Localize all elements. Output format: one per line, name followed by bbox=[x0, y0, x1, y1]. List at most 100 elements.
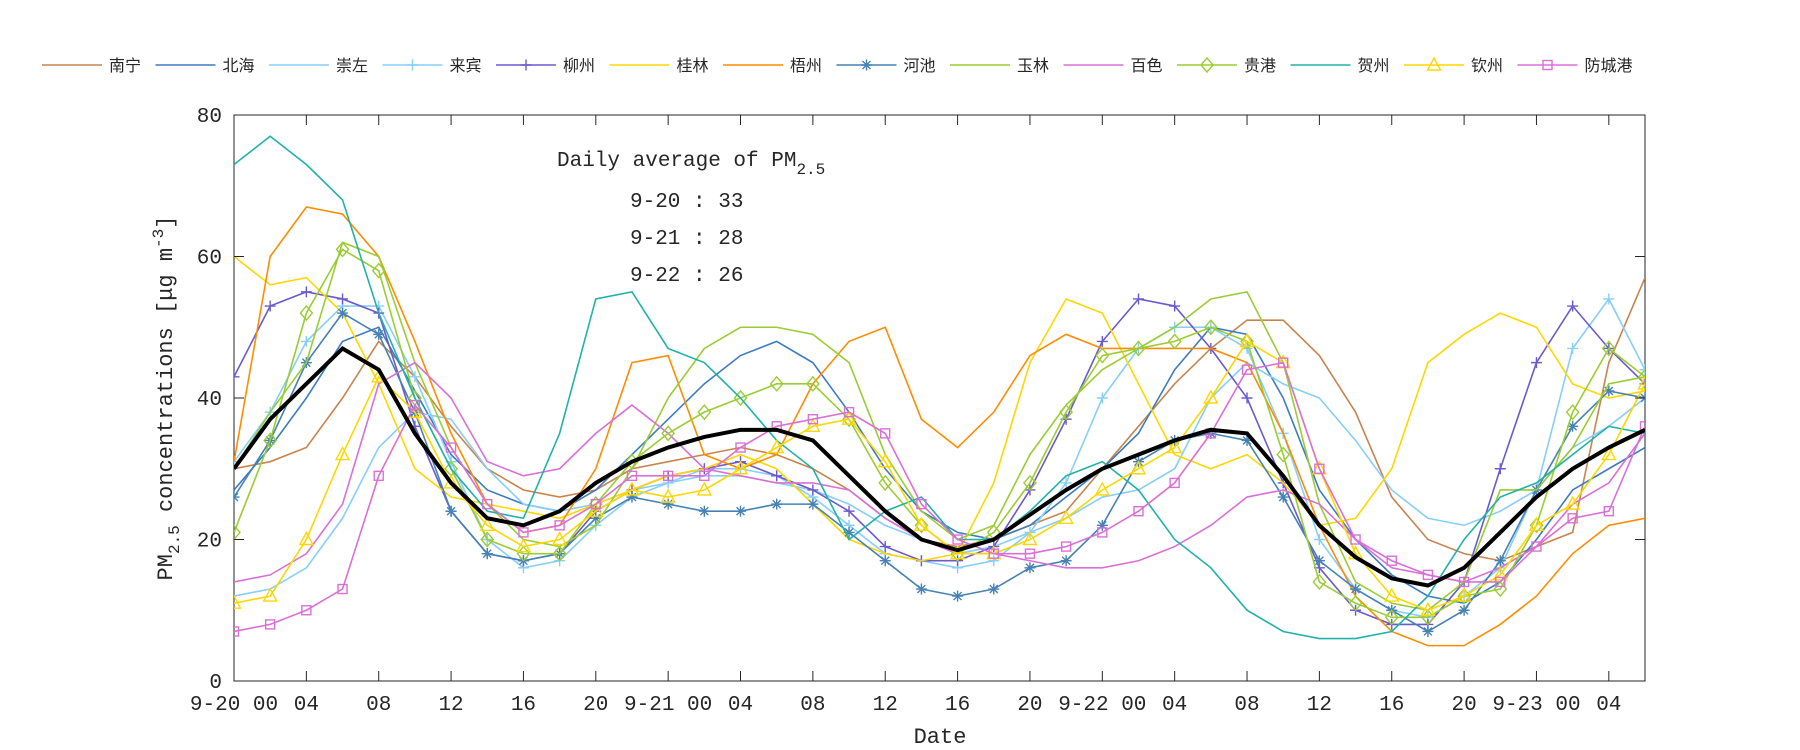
legend-label: 防城港 bbox=[1585, 56, 1633, 75]
marker-star bbox=[1313, 555, 1325, 567]
legend-label: 百色 bbox=[1131, 56, 1163, 75]
marker-triangle bbox=[1384, 587, 1400, 602]
y-tick-label: 40 bbox=[197, 389, 222, 412]
marker-diamond bbox=[552, 545, 567, 562]
marker-triangle bbox=[1166, 439, 1183, 454]
marker-plus bbox=[1639, 364, 1645, 376]
x-tick-label: 12 bbox=[438, 694, 463, 717]
y-label-part: concentrations [μg m bbox=[154, 248, 179, 525]
marker-square bbox=[880, 428, 891, 439]
x-tick-label: 04 bbox=[1162, 694, 1187, 717]
annotation-title-text: Daily average of PM bbox=[557, 150, 796, 173]
marker-diamond bbox=[335, 241, 350, 258]
marker-diamond bbox=[1095, 347, 1110, 364]
marker-plus bbox=[300, 335, 312, 347]
x-tick-label: 04 bbox=[294, 694, 319, 717]
marker-plus bbox=[1313, 534, 1325, 545]
marker-square bbox=[264, 619, 276, 630]
marker-square bbox=[952, 534, 963, 545]
marker-diamond bbox=[1601, 340, 1616, 357]
marker-diamond bbox=[914, 517, 929, 534]
y-tick-label: 80 bbox=[197, 106, 222, 129]
marker-star bbox=[662, 498, 674, 510]
legend-label: 河池 bbox=[904, 56, 936, 75]
marker-square bbox=[590, 498, 601, 510]
marker-square bbox=[1278, 357, 1289, 368]
marker-diamond bbox=[1131, 340, 1146, 357]
x-tick-label: 12 bbox=[873, 694, 898, 717]
marker-triangle bbox=[298, 531, 315, 546]
marker-star bbox=[626, 491, 638, 503]
legend-label: 桂林 bbox=[677, 56, 709, 75]
marker-plus bbox=[1169, 300, 1181, 312]
legend-label: 柳州 bbox=[563, 56, 595, 75]
legend-entry: 百色 bbox=[1063, 56, 1163, 75]
x-tick-label: 04 bbox=[1596, 694, 1621, 717]
marker-triangle bbox=[841, 410, 857, 425]
legend-label: 梧州 bbox=[790, 56, 822, 75]
marker-square bbox=[373, 470, 384, 482]
marker-star bbox=[1350, 583, 1362, 595]
marker-square bbox=[1024, 548, 1036, 559]
marker-triangle bbox=[1420, 601, 1436, 616]
marker-diamond bbox=[769, 375, 784, 392]
series-line bbox=[234, 312, 1645, 633]
x-axis-label: Date bbox=[914, 725, 967, 750]
plot-area bbox=[233, 114, 1646, 682]
annotation-line: 9-20 : 33 bbox=[630, 191, 743, 214]
annotation-title: Daily average of PM2.5 bbox=[557, 150, 825, 179]
x-tick-label: 16 bbox=[945, 694, 970, 717]
marker-plus bbox=[1060, 477, 1072, 489]
marker-diamond bbox=[1023, 474, 1037, 491]
marker-diamond bbox=[1059, 404, 1074, 421]
marker-plus bbox=[1603, 293, 1615, 305]
marker-plus bbox=[1567, 300, 1579, 312]
marker-star bbox=[735, 505, 747, 517]
marker-star bbox=[1422, 625, 1434, 637]
marker-star bbox=[807, 498, 819, 510]
marker-star bbox=[445, 505, 457, 517]
marker-square bbox=[1386, 555, 1397, 566]
marker-triangle bbox=[1239, 332, 1255, 348]
mean-line bbox=[234, 345, 1645, 588]
marker-triangle bbox=[732, 460, 749, 475]
marker-plus bbox=[300, 286, 312, 298]
marker-square bbox=[1133, 506, 1144, 517]
marker-star bbox=[373, 328, 385, 340]
plot-lines bbox=[234, 135, 1645, 647]
legend-entry: 玉林 bbox=[950, 56, 1049, 75]
marker-star bbox=[1603, 385, 1615, 397]
legend-entry: 崇左 bbox=[269, 56, 368, 75]
marker-square bbox=[988, 548, 999, 559]
marker-square bbox=[626, 470, 638, 482]
marker-star bbox=[481, 548, 493, 560]
marker-triangle bbox=[515, 538, 532, 553]
marker-diamond bbox=[1565, 404, 1580, 421]
legend-entry: 防城港 bbox=[1517, 56, 1633, 75]
legend-label: 玉林 bbox=[1017, 56, 1049, 75]
marker-triangle bbox=[1022, 531, 1038, 546]
marker-triangle bbox=[805, 417, 821, 432]
marker-plus bbox=[1096, 335, 1108, 347]
marker-square bbox=[409, 399, 421, 411]
marker-square bbox=[1603, 506, 1615, 517]
marker-diamond bbox=[1200, 56, 1214, 74]
marker-triangle bbox=[1564, 495, 1581, 510]
marker-square bbox=[1241, 364, 1253, 375]
marker-diamond bbox=[878, 474, 893, 491]
marker-triangle bbox=[877, 453, 893, 468]
marker-triangle bbox=[624, 481, 640, 496]
x-tick-label: 16 bbox=[511, 694, 536, 717]
marker-star bbox=[1567, 420, 1579, 432]
y-label-part: PM bbox=[154, 554, 179, 580]
marker-star bbox=[1494, 555, 1506, 567]
marker-plus bbox=[1241, 392, 1253, 404]
legend-entry: 梧州 bbox=[723, 56, 822, 75]
marker-star bbox=[1060, 555, 1072, 567]
marker-triangle bbox=[1426, 56, 1442, 71]
marker-plus bbox=[1567, 342, 1579, 354]
legend-entry: 北海 bbox=[155, 56, 255, 75]
marker-square bbox=[662, 470, 674, 482]
annotation-line: 9-22 : 26 bbox=[630, 265, 743, 288]
marker-diamond bbox=[1384, 609, 1399, 626]
